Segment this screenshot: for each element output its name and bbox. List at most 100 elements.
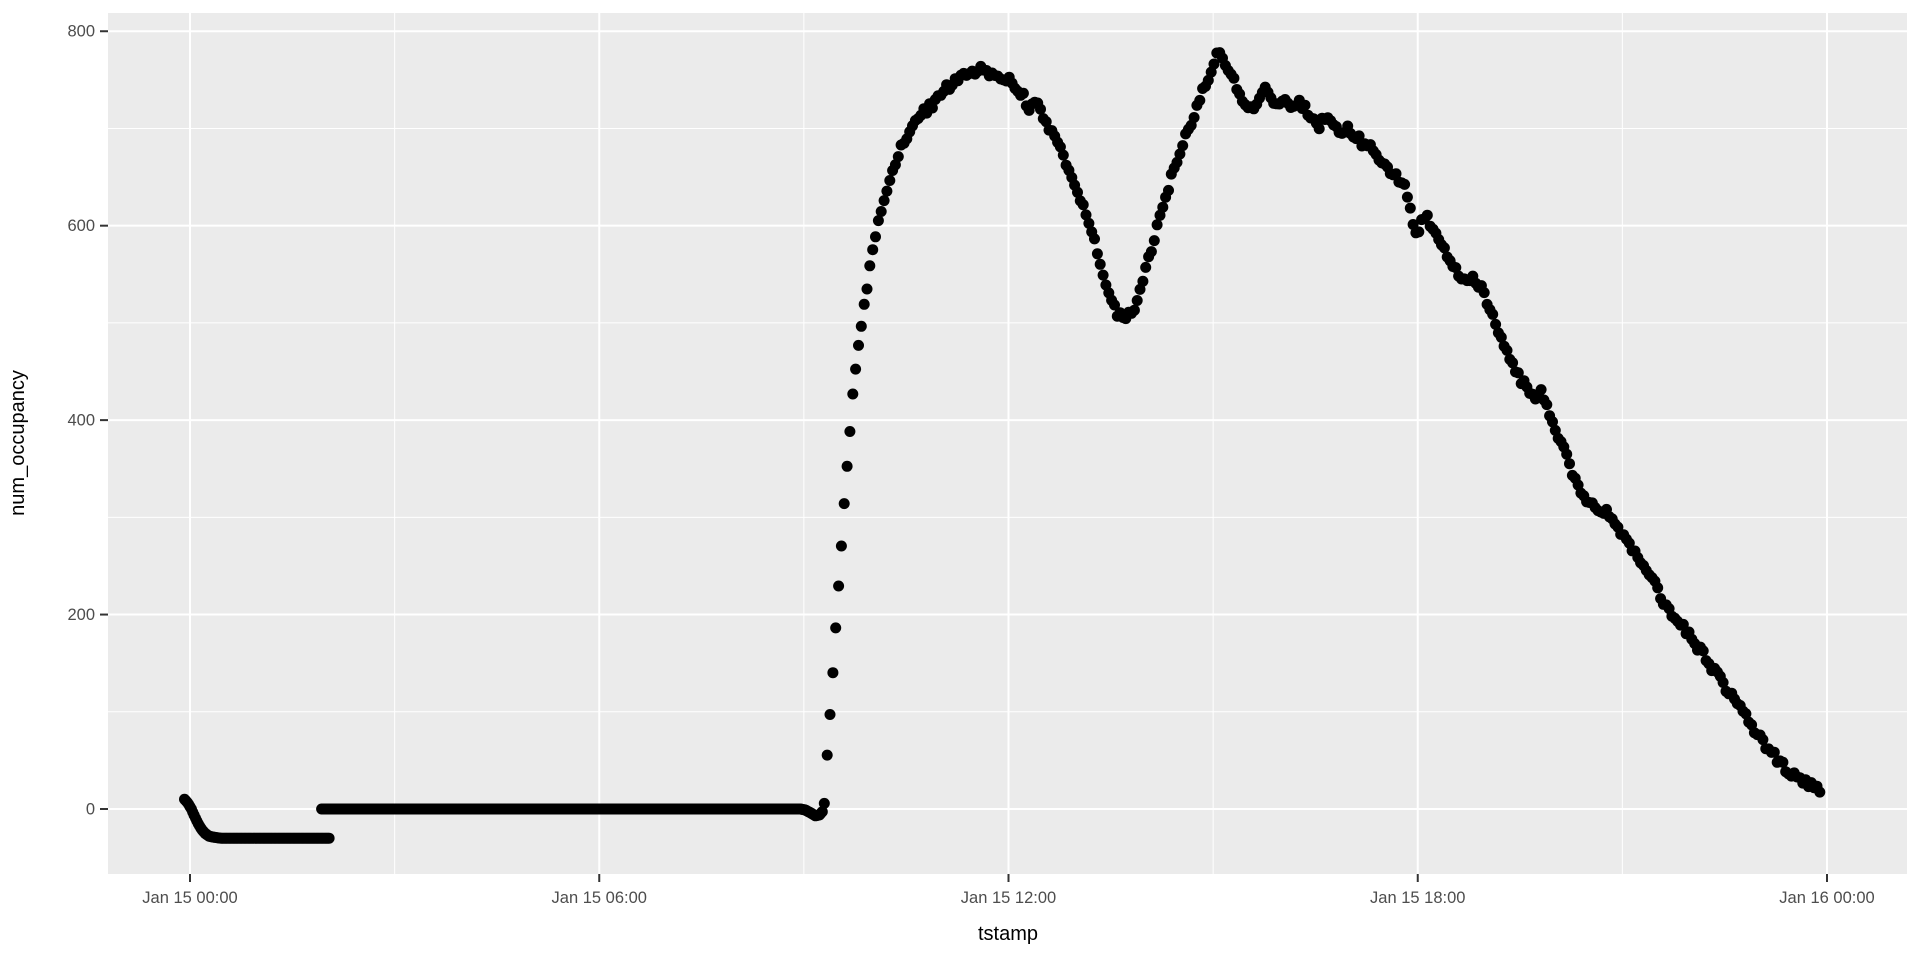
data-point <box>858 298 870 310</box>
data-point <box>841 460 853 472</box>
data-point <box>1490 318 1502 330</box>
data-point <box>1109 299 1120 311</box>
x-tick-label: Jan 15 06:00 <box>552 889 647 907</box>
data-point <box>838 498 850 510</box>
data-point <box>1097 269 1109 281</box>
data-point <box>1404 202 1416 214</box>
data-point <box>1177 140 1189 152</box>
x-tick-label: Jan 15 18:00 <box>1370 889 1465 907</box>
data-point <box>1652 582 1664 594</box>
major-gridlines <box>108 13 1907 874</box>
data-point <box>926 102 938 114</box>
data-point <box>821 749 833 761</box>
data-point <box>1564 458 1575 470</box>
data-point <box>818 797 830 809</box>
data-point <box>1313 123 1325 135</box>
data-point <box>1174 148 1186 160</box>
data-point <box>830 622 842 634</box>
data-point <box>1390 168 1402 180</box>
data-point <box>1740 708 1752 720</box>
data-point <box>1512 367 1524 379</box>
data-point <box>1171 156 1183 168</box>
data-point <box>1131 295 1143 306</box>
scatter-points <box>179 47 1826 844</box>
data-point <box>824 709 836 720</box>
data-point <box>1487 308 1499 320</box>
data-point <box>1157 201 1169 213</box>
y-tick-label: 800 <box>67 23 95 41</box>
axis-tick-marks <box>100 30 1828 882</box>
data-point <box>1089 233 1100 245</box>
data-point <box>1717 677 1729 688</box>
data-point <box>1145 246 1157 258</box>
data-point <box>1151 219 1163 231</box>
data-point <box>1401 191 1413 203</box>
data-point <box>850 363 862 375</box>
data-point <box>853 339 864 351</box>
data-point <box>867 244 879 256</box>
data-point <box>1495 331 1507 343</box>
data-point <box>872 215 884 227</box>
data-point <box>1080 209 1092 221</box>
data-point <box>1072 186 1083 198</box>
data-point <box>864 260 876 272</box>
y-tick-label: 400 <box>67 412 95 430</box>
data-point <box>1407 219 1419 230</box>
data-point <box>1208 58 1220 70</box>
data-point <box>855 320 867 332</box>
data-point <box>878 195 890 207</box>
data-point <box>1228 72 1240 84</box>
data-point <box>1148 235 1160 247</box>
data-point <box>1399 178 1411 190</box>
data-point <box>1128 304 1140 316</box>
data-point <box>1814 786 1826 798</box>
data-point <box>1353 130 1365 142</box>
data-point <box>1507 357 1519 369</box>
data-point <box>1438 242 1450 254</box>
data-point <box>1768 746 1780 758</box>
data-point <box>1421 209 1433 221</box>
data-point <box>1478 287 1490 299</box>
data-point <box>1091 248 1103 260</box>
data-point <box>1299 99 1311 111</box>
y-axis-tick-labels: 0 200 400 600 800 <box>67 23 95 819</box>
data-point <box>1547 416 1558 428</box>
data-point <box>1137 275 1149 287</box>
data-point <box>1561 448 1573 460</box>
data-point <box>323 832 335 844</box>
data-point <box>1202 74 1214 86</box>
y-tick-label: 200 <box>67 606 95 624</box>
y-tick-label: 600 <box>67 217 95 235</box>
y-axis-title: num_occupancy <box>7 370 29 516</box>
data-point <box>1083 217 1095 229</box>
data-point <box>1140 261 1152 273</box>
data-point <box>875 206 887 217</box>
data-point <box>1413 226 1425 238</box>
y-tick-label: 0 <box>86 801 95 819</box>
data-point <box>892 151 904 163</box>
data-point <box>1163 184 1174 196</box>
data-point <box>833 580 845 592</box>
data-point <box>1188 112 1200 123</box>
data-point <box>1094 258 1106 270</box>
data-point <box>1040 116 1052 128</box>
data-point <box>1017 87 1029 99</box>
data-point <box>1757 734 1769 746</box>
x-tick-label: Jan 16 00:00 <box>1779 889 1874 907</box>
data-point <box>861 283 873 295</box>
data-point <box>1077 199 1089 211</box>
data-point <box>1677 618 1689 630</box>
data-point <box>884 175 896 186</box>
data-point <box>816 806 828 818</box>
data-point <box>1697 645 1709 657</box>
x-tick-label: Jan 15 00:00 <box>142 889 237 907</box>
data-point <box>1035 103 1046 115</box>
x-axis-title: tstamp <box>978 923 1038 945</box>
data-point <box>1450 262 1462 274</box>
data-point <box>847 388 859 400</box>
data-point <box>1057 149 1069 161</box>
data-point <box>827 667 839 679</box>
data-point <box>844 426 856 437</box>
